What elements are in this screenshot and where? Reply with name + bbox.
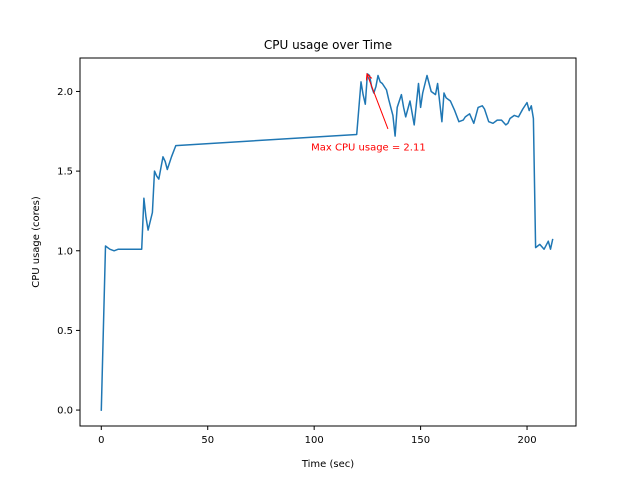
y-axis-title: CPU usage (cores) [31,196,42,288]
plot-frame [79,57,577,427]
y-tick-label-0: 0.0 [57,406,73,417]
plot-area: Max CPU usage = 2.11 [100,73,554,411]
x-axis-title: Time (sec) [301,459,354,470]
x-tick-label-4: 200 [517,435,536,446]
y-tick-label-1: 0.5 [57,326,73,337]
x-tick-label-0: 0 [98,435,104,446]
x-tick-label-1: 50 [201,435,214,446]
y-tick-label-4: 2.0 [57,87,73,98]
y-tick-label-3: 1.5 [57,167,73,178]
annotation-label: Max CPU usage = 2.11 [311,142,426,153]
chart-title: CPU usage over Time [264,38,392,52]
annotation-arrow [367,74,389,130]
x-tick-label-3: 150 [411,435,430,446]
x-tick-label-2: 100 [305,435,324,446]
y-tick-label-2: 1.0 [57,246,73,257]
series-line-0 [100,73,554,411]
